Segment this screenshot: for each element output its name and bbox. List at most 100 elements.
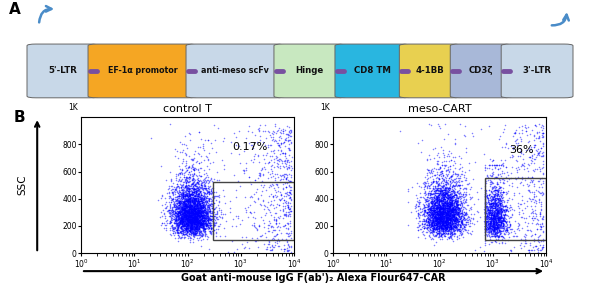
- Point: [412, 225, 422, 229]
- Point: [190, 219, 200, 223]
- Point: [439, 226, 448, 230]
- Point: [453, 206, 463, 211]
- Point: [446, 206, 455, 211]
- Point: [442, 201, 452, 206]
- Point: [197, 222, 207, 226]
- Point: [444, 220, 454, 225]
- Point: [442, 202, 451, 206]
- Point: [447, 226, 457, 230]
- Point: [440, 198, 450, 202]
- Point: [453, 205, 463, 210]
- Point: [446, 217, 455, 222]
- Point: [491, 216, 500, 221]
- Point: [436, 210, 445, 215]
- Point: [490, 206, 499, 211]
- Point: [196, 225, 206, 229]
- Point: [438, 229, 448, 233]
- Point: [186, 184, 196, 188]
- Point: [426, 169, 436, 173]
- Point: [207, 206, 217, 210]
- Point: [188, 187, 198, 192]
- Point: [487, 210, 496, 214]
- Point: [436, 190, 445, 194]
- Point: [191, 159, 201, 164]
- Point: [436, 199, 446, 203]
- Point: [176, 199, 186, 203]
- Point: [184, 214, 193, 219]
- Point: [451, 223, 460, 228]
- Point: [495, 184, 505, 189]
- Point: [202, 223, 212, 228]
- Point: [194, 225, 203, 229]
- Point: [517, 180, 526, 184]
- Point: [523, 224, 532, 228]
- Point: [185, 214, 195, 218]
- Point: [445, 209, 455, 214]
- Point: [193, 224, 202, 229]
- Point: [185, 225, 195, 230]
- Point: [281, 177, 290, 182]
- Point: [179, 210, 189, 215]
- Point: [196, 205, 206, 209]
- Point: [176, 214, 186, 219]
- Point: [440, 213, 450, 218]
- Point: [170, 197, 180, 202]
- Point: [198, 219, 208, 223]
- Point: [442, 200, 452, 205]
- Point: [451, 189, 460, 194]
- Point: [440, 214, 450, 218]
- Point: [187, 214, 196, 219]
- Point: [199, 218, 209, 223]
- Point: [452, 194, 461, 199]
- Point: [196, 207, 206, 212]
- Point: [481, 187, 491, 192]
- Point: [173, 198, 182, 203]
- Point: [185, 220, 195, 225]
- Point: [497, 177, 507, 182]
- Point: [190, 194, 200, 198]
- Point: [208, 189, 218, 194]
- Point: [445, 230, 455, 234]
- Point: [170, 210, 180, 215]
- Point: [458, 235, 467, 240]
- Point: [189, 200, 199, 204]
- Point: [193, 221, 203, 225]
- Point: [205, 150, 214, 155]
- Point: [202, 212, 211, 216]
- Point: [452, 223, 462, 228]
- Point: [274, 159, 284, 164]
- Point: [194, 208, 203, 212]
- Text: 1K: 1K: [320, 103, 330, 112]
- Point: [434, 206, 443, 210]
- Point: [509, 190, 519, 195]
- Point: [189, 206, 199, 210]
- Point: [186, 223, 196, 227]
- Point: [188, 232, 197, 237]
- Point: [427, 223, 436, 227]
- Point: [437, 169, 447, 174]
- Point: [458, 198, 468, 203]
- Point: [421, 218, 431, 222]
- Point: [189, 212, 199, 217]
- Point: [448, 219, 457, 224]
- Point: [454, 207, 463, 212]
- Point: [461, 178, 470, 182]
- Point: [187, 223, 196, 227]
- Point: [173, 211, 183, 215]
- Point: [438, 209, 448, 214]
- Point: [283, 192, 293, 197]
- Point: [439, 207, 448, 211]
- Point: [484, 191, 494, 196]
- Point: [273, 236, 283, 241]
- Point: [445, 213, 455, 218]
- Point: [436, 210, 446, 215]
- Point: [185, 189, 194, 194]
- Point: [487, 181, 497, 185]
- Point: [461, 134, 470, 139]
- Point: [164, 221, 174, 225]
- Point: [197, 220, 207, 225]
- Point: [484, 221, 494, 225]
- Point: [423, 198, 433, 202]
- Point: [442, 219, 451, 224]
- Point: [194, 160, 204, 165]
